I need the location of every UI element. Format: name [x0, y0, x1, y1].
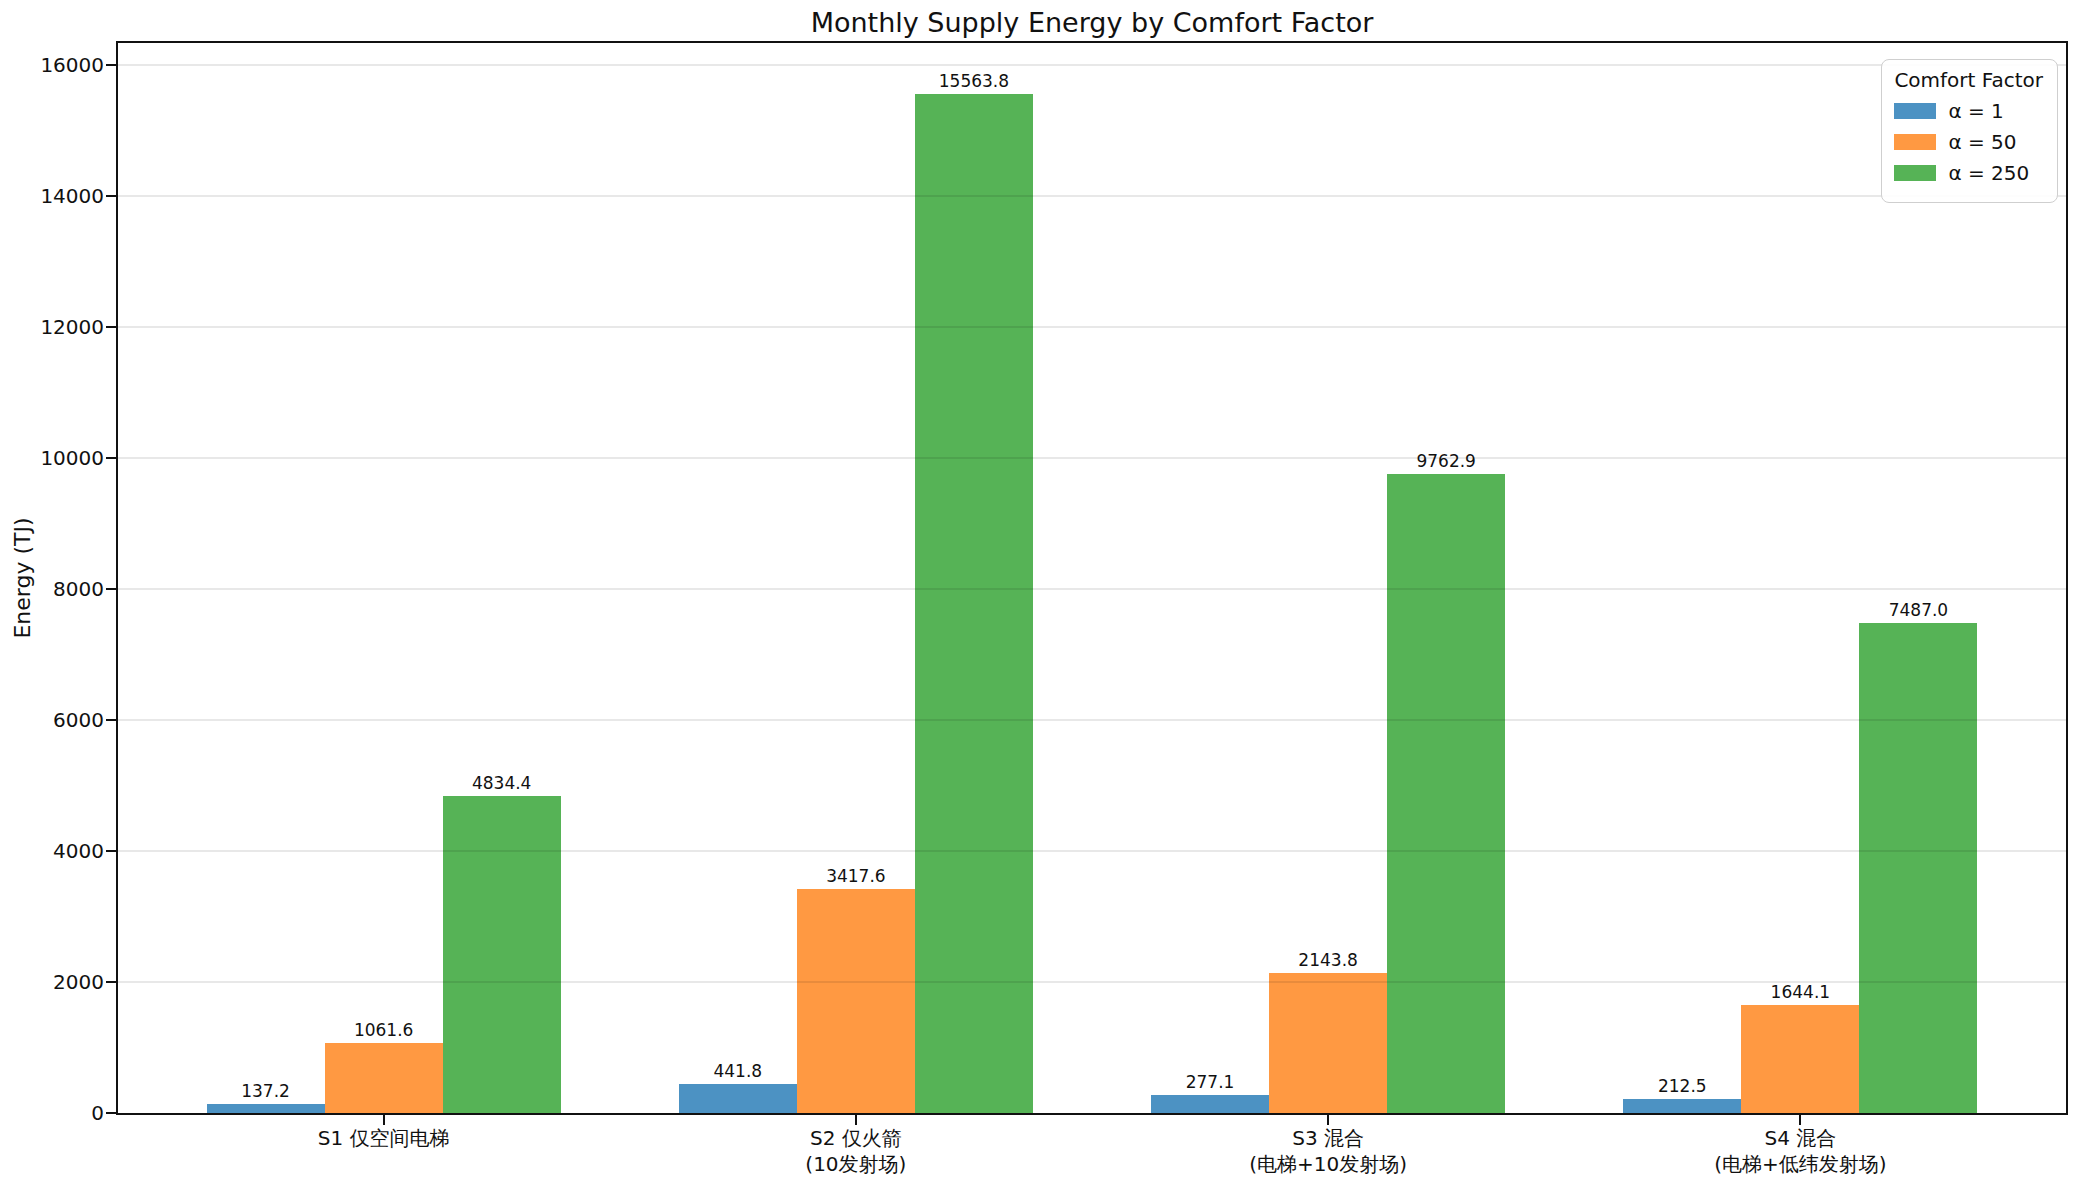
y-tick-mark	[106, 588, 116, 590]
legend-swatch	[1894, 103, 1936, 119]
bar-value-label: 441.8	[713, 1061, 762, 1081]
legend-item-label: α = 50	[1948, 130, 2016, 154]
gridline-y-12000	[118, 326, 2066, 328]
legend-swatch	[1894, 134, 1936, 150]
x-tick-mark	[383, 1115, 385, 1125]
y-tick-mark	[106, 195, 116, 197]
figure: Monthly Supply Energy by Comfort Factor …	[0, 0, 2085, 1182]
y-tick-label: 2000	[14, 970, 104, 994]
bar-value-label: 4834.4	[472, 773, 531, 793]
bar-series1-group4	[1623, 1099, 1741, 1113]
legend-item-label: α = 250	[1948, 161, 2029, 185]
bar-series3-group2	[915, 94, 1033, 1113]
bar-series2-group4	[1741, 1005, 1859, 1113]
y-tick-mark	[106, 64, 116, 66]
chart-title: Monthly Supply Energy by Comfort Factor	[118, 7, 2066, 38]
gridline-y-16000	[118, 64, 2066, 66]
y-tick-mark	[106, 850, 116, 852]
legend-title: Comfort Factor	[1894, 68, 2043, 92]
x-tick-mark	[855, 1115, 857, 1125]
y-tick-label: 14000	[14, 184, 104, 208]
y-tick-mark	[106, 457, 116, 459]
bar-value-label: 9762.9	[1416, 451, 1475, 471]
y-tick-label: 6000	[14, 708, 104, 732]
bar-series1-group3	[1151, 1095, 1269, 1113]
bar-series2-group1	[325, 1043, 443, 1113]
legend-item: α = 50	[1894, 130, 2043, 154]
y-tick-label: 12000	[14, 315, 104, 339]
bar-series2-group2	[797, 889, 915, 1113]
gridline-y-6000	[118, 719, 2066, 721]
gridline-y-14000	[118, 195, 2066, 197]
bar-value-label: 1644.1	[1771, 982, 1830, 1002]
bar-series3-group4	[1859, 623, 1977, 1113]
y-tick-label: 0	[14, 1101, 104, 1125]
y-tick-label: 10000	[14, 446, 104, 470]
bar-value-label: 277.1	[1186, 1072, 1235, 1092]
bar-value-label: 7487.0	[1889, 600, 1948, 620]
gridline-y-10000	[118, 457, 2066, 459]
y-tick-mark	[106, 1112, 116, 1114]
gridline-y-8000	[118, 588, 2066, 590]
y-tick-label: 16000	[14, 53, 104, 77]
bar-value-label: 1061.6	[354, 1020, 413, 1040]
x-tick-label: S2 仅火箭(10发射场)	[805, 1125, 906, 1177]
x-tick-label: S1 仅空间电梯	[318, 1125, 450, 1151]
bar-series1-group2	[679, 1084, 797, 1113]
bar-series1-group1	[207, 1104, 325, 1113]
bar-value-label: 15563.8	[939, 71, 1009, 91]
y-tick-label: 8000	[14, 577, 104, 601]
plot-area: 137.2 1061.6 4834.4 441.8 3417.6 15563.8 277.1…	[118, 43, 2066, 1113]
bar-value-label: 3417.6	[826, 866, 885, 886]
y-tick-label: 4000	[14, 839, 104, 863]
legend-item-label: α = 1	[1948, 99, 2003, 123]
bar-value-label: 2143.8	[1298, 950, 1357, 970]
gridline-y-4000	[118, 850, 2066, 852]
legend: Comfort Factor α = 1 α = 50 α = 250	[1881, 59, 2058, 203]
y-tick-mark	[106, 326, 116, 328]
x-tick-label: S3 混合(电梯+10发射场)	[1249, 1125, 1407, 1177]
legend-item: α = 1	[1894, 99, 2043, 123]
bar-value-label: 212.5	[1658, 1076, 1707, 1096]
x-tick-label: S4 混合(电梯+低纬发射场)	[1714, 1125, 1886, 1177]
bar-series2-group3	[1269, 973, 1387, 1113]
bar-value-label: 137.2	[241, 1081, 290, 1101]
y-tick-mark	[106, 981, 116, 983]
legend-swatch	[1894, 165, 1936, 181]
y-tick-mark	[106, 719, 116, 721]
bar-series3-group1	[443, 796, 561, 1113]
axes-spines	[116, 41, 2068, 1115]
x-tick-mark	[1799, 1115, 1801, 1125]
legend-items: α = 1 α = 50 α = 250	[1894, 99, 2043, 185]
x-tick-mark	[1327, 1115, 1329, 1125]
bar-series3-group3	[1387, 474, 1505, 1113]
legend-item: α = 250	[1894, 161, 2043, 185]
